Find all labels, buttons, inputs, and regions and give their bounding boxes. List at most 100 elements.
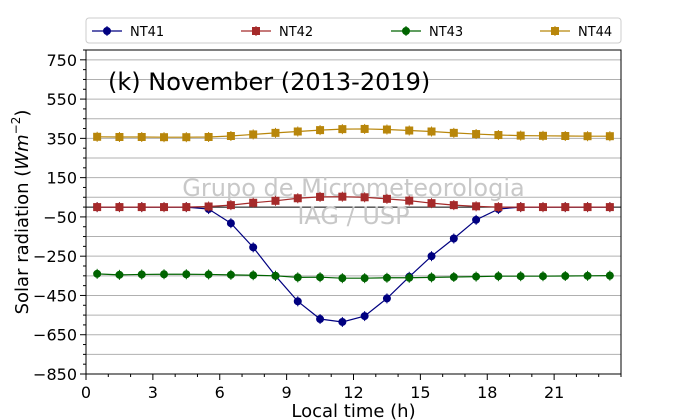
legend-marker bbox=[402, 27, 410, 35]
legend-label: NT41 bbox=[130, 25, 164, 40]
data-point bbox=[137, 132, 146, 141]
data-point bbox=[405, 126, 414, 135]
data-point bbox=[449, 234, 458, 243]
series-nt42 bbox=[93, 191, 614, 213]
series-nt43 bbox=[93, 268, 614, 284]
data-point bbox=[271, 271, 280, 280]
legend-item-nt43: NT43 bbox=[391, 25, 463, 40]
legend-item-nt44: NT44 bbox=[540, 25, 612, 40]
series-line bbox=[97, 128, 610, 138]
data-point bbox=[538, 131, 547, 140]
data-point bbox=[249, 271, 258, 280]
data-point bbox=[160, 133, 169, 142]
y-axis-label: Solar radiation (Wm−2) bbox=[9, 110, 33, 315]
data-point bbox=[249, 198, 258, 207]
x-tick-label: 12 bbox=[343, 383, 363, 402]
data-point bbox=[226, 132, 235, 141]
data-point bbox=[338, 125, 347, 134]
data-point bbox=[249, 130, 258, 139]
data-point bbox=[561, 132, 570, 141]
data-point bbox=[316, 192, 325, 201]
data-point bbox=[115, 270, 124, 279]
data-point bbox=[494, 272, 503, 281]
legend-marker bbox=[252, 27, 260, 35]
data-point bbox=[93, 269, 102, 278]
y-tick-label: 750 bbox=[46, 51, 77, 70]
y-tick-label: 550 bbox=[46, 90, 77, 109]
x-tick-label: 0 bbox=[81, 383, 91, 402]
data-point bbox=[583, 132, 592, 141]
data-point bbox=[516, 272, 525, 281]
y-tick-label: −850 bbox=[33, 365, 77, 384]
y-axis-label-unit: Wm bbox=[12, 134, 33, 169]
data-point bbox=[561, 203, 570, 212]
data-point bbox=[605, 203, 614, 212]
data-point bbox=[427, 252, 436, 261]
data-point bbox=[382, 273, 391, 282]
data-point bbox=[583, 271, 592, 280]
data-point bbox=[293, 297, 302, 306]
data-point bbox=[204, 270, 213, 279]
legend-item-nt41: NT41 bbox=[92, 25, 164, 40]
data-point bbox=[316, 273, 325, 282]
data-point bbox=[226, 201, 235, 210]
data-point bbox=[160, 270, 169, 279]
data-point bbox=[494, 203, 503, 212]
watermark-line: Grupo de Micrometeorologia bbox=[182, 174, 524, 202]
data-point bbox=[338, 192, 347, 201]
data-point bbox=[472, 272, 481, 281]
data-point bbox=[427, 199, 436, 208]
data-point bbox=[360, 312, 369, 321]
x-tick-label: 21 bbox=[544, 383, 564, 402]
data-point bbox=[449, 272, 458, 281]
y-tick-label: −450 bbox=[33, 286, 77, 305]
y-axis-label-exponent: −2 bbox=[9, 117, 23, 135]
chart-title: (k) November (2013-2019) bbox=[108, 68, 430, 96]
x-axis-label: Local time (h) bbox=[291, 401, 415, 420]
data-point bbox=[93, 132, 102, 141]
legend: NT41 NT42 NT43 NT44 bbox=[85, 17, 622, 44]
data-point bbox=[338, 317, 347, 326]
y-tick-label: −50 bbox=[43, 208, 77, 227]
data-point bbox=[449, 128, 458, 137]
data-point bbox=[605, 132, 614, 141]
data-point bbox=[516, 203, 525, 212]
axes-layer: −850 −650 −450 −250 −50 150 350 550 750 0 3 6 9 12 15 1… bbox=[9, 49, 622, 420]
data-point bbox=[137, 270, 146, 279]
data-point bbox=[605, 271, 614, 280]
data-point bbox=[316, 126, 325, 135]
data-point bbox=[427, 273, 436, 282]
data-point bbox=[405, 273, 414, 282]
grid-layer bbox=[86, 59, 621, 375]
data-point bbox=[360, 124, 369, 133]
data-point bbox=[293, 273, 302, 282]
data-point bbox=[182, 203, 191, 212]
data-point bbox=[249, 243, 258, 252]
legend-label: NT43 bbox=[429, 25, 463, 40]
legend-item-nt42: NT42 bbox=[241, 25, 313, 40]
legend-label: NT42 bbox=[279, 25, 313, 40]
data-point bbox=[583, 203, 592, 212]
data-point bbox=[316, 315, 325, 324]
data-point bbox=[405, 196, 414, 205]
data-point bbox=[472, 215, 481, 224]
watermark-line: IAG / USP bbox=[297, 202, 409, 230]
data-point bbox=[360, 274, 369, 283]
data-point bbox=[472, 202, 481, 211]
data-point bbox=[115, 132, 124, 141]
data-point bbox=[382, 194, 391, 203]
data-point bbox=[382, 294, 391, 303]
data-point bbox=[115, 203, 124, 212]
y-tick-label: −250 bbox=[33, 247, 77, 266]
data-point bbox=[160, 203, 169, 212]
data-point bbox=[427, 127, 436, 136]
data-point bbox=[271, 196, 280, 205]
data-point bbox=[182, 270, 191, 279]
data-point bbox=[472, 130, 481, 139]
y-tick-label: 350 bbox=[46, 129, 77, 148]
data-point bbox=[137, 203, 146, 212]
data-point bbox=[494, 131, 503, 140]
legend-marker bbox=[103, 27, 111, 35]
data-point bbox=[561, 272, 570, 281]
